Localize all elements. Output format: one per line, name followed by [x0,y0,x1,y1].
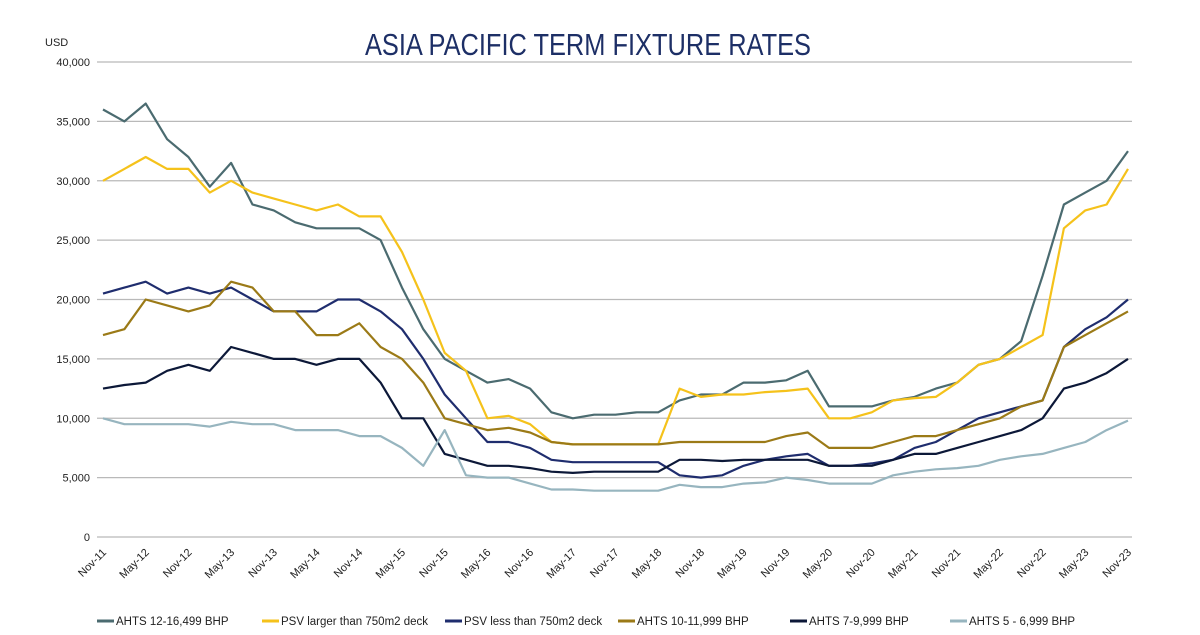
legend-label: AHTS 5 - 6,999 BHP [969,616,1075,628]
x-tick-label: Nov-16 [503,547,537,581]
legend-label: PSV larger than 750m2 deck [281,616,428,628]
series-line-5 [102,417,1129,492]
series-line-4 [102,345,1129,474]
x-tick-label: May-13 [203,547,237,581]
x-tick-label: Nov-19 [759,547,793,581]
x-tick-label: Nov-14 [332,547,366,581]
series-line-0 [102,102,1129,420]
x-tick-label: Nov-18 [673,547,707,581]
x-tick-label: Nov-21 [930,547,964,581]
x-tick-label: May-19 [715,547,749,581]
x-tick-label: May-20 [801,547,835,581]
chart-title: ASIA PACIFIC TERM FIXTURE RATES [365,28,811,63]
x-tick-label: Nov-15 [417,547,451,581]
x-tick-label: May-21 [886,547,920,581]
x-tick-label: Nov-11 [76,547,109,580]
x-tick-label: May-12 [117,547,151,581]
x-tick-label: May-18 [630,547,664,581]
series-line-2 [102,280,1129,479]
x-tick-label: Nov-13 [246,547,280,581]
y-tick-label: 0 [84,532,90,544]
legend-item: AHTS 10-11,999 BHP [618,616,749,628]
x-tick-label: Nov-12 [161,547,195,581]
y-tick-label: 20,000 [56,295,90,307]
legend-label: AHTS 7-9,999 BHP [809,616,909,628]
x-tick-label: May-17 [544,547,578,581]
legend-label: AHTS 12-16,499 BHP [116,616,229,628]
x-tick-label: May-14 [288,547,322,581]
x-tick-label: Nov-22 [1015,547,1049,581]
x-tick-label: Nov-23 [1101,547,1135,581]
y-tick-label: 25,000 [56,235,90,247]
y-tick-label: 40,000 [56,57,90,69]
y-tick-label: 35,000 [56,116,90,128]
legend-label: AHTS 10-11,999 BHP [637,616,749,628]
y-tick-label: 30,000 [56,176,90,188]
series-line-3 [102,280,1129,449]
legend-item: AHTS 7-9,999 BHP [790,616,909,628]
y-tick-label: 15,000 [56,354,90,366]
legend-label: PSV less than 750m2 deck [464,616,602,628]
y-axis-label: USD [45,37,68,49]
x-tick-label: May-16 [459,547,493,581]
legend-item: AHTS 5 - 6,999 BHP [950,616,1075,628]
x-tick-label: Nov-17 [588,547,622,581]
x-tick-label: May-22 [972,547,1006,581]
y-tick-label: 10,000 [56,413,90,425]
y-tick-label: 5,000 [62,473,90,485]
legend-item: AHTS 12-16,499 BHP [97,616,229,628]
legend-item: PSV less than 750m2 deck [445,616,602,628]
legend-item: PSV larger than 750m2 deck [262,616,428,628]
x-tick-label: May-15 [374,547,408,581]
x-tick-label: May-23 [1057,547,1091,581]
x-tick-label: Nov-20 [844,547,878,581]
